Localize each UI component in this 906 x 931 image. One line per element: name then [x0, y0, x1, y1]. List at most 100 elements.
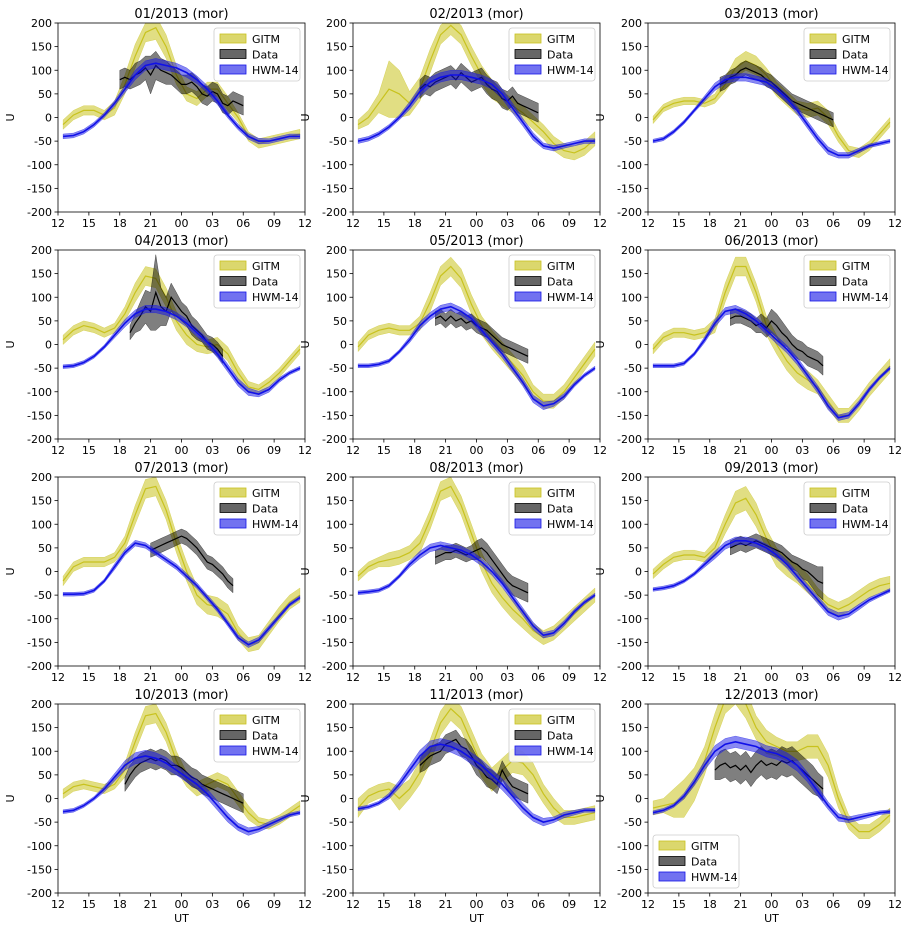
- subplot-title: 06/2013 (mor): [724, 234, 818, 249]
- y-tick-label: -50: [329, 362, 347, 375]
- x-tick-label: 09: [267, 217, 281, 230]
- x-tick-label: 18: [703, 671, 717, 684]
- y-tick-label: -200: [27, 887, 52, 900]
- legend-swatch: [514, 714, 542, 725]
- hwm14-line: [357, 743, 595, 823]
- legend-swatch: [809, 260, 837, 271]
- x-tick-label: 12: [346, 444, 360, 457]
- legend-label: GITM: [842, 487, 870, 500]
- legend-label: GITM: [252, 487, 280, 500]
- y-tick-label: 200: [31, 17, 52, 30]
- subplot-title: 08/2013 (mor): [429, 461, 523, 476]
- y-tick-label: 150: [621, 495, 642, 508]
- y-tick-label: -200: [322, 660, 347, 673]
- x-tick-label: 12: [888, 444, 902, 457]
- legend-label: HWM-14: [252, 518, 299, 531]
- legend-swatch: [809, 518, 837, 529]
- y-tick-label: -50: [34, 589, 52, 602]
- legend-swatch: [809, 487, 837, 498]
- data-line: [435, 547, 529, 594]
- y-tick-label: 100: [326, 518, 347, 531]
- legend-label: GITM: [252, 260, 280, 273]
- hwm14-line: [653, 308, 891, 419]
- hwm14-line: [62, 755, 301, 833]
- y-tick-label: -100: [27, 840, 52, 853]
- legend: GITM Data HWM-14: [508, 254, 596, 309]
- y-tick-label: 0: [340, 793, 347, 806]
- y-tick-label: -50: [624, 816, 642, 829]
- x-tick-label: 12: [51, 444, 65, 457]
- x-tick-label: 06: [531, 898, 545, 911]
- y-tick-label: -150: [322, 863, 347, 876]
- x-tick-label: 09: [562, 217, 576, 230]
- gitm-band: [652, 256, 891, 423]
- legend-label: HWM-14: [691, 871, 738, 884]
- legend-label: GITM: [547, 714, 575, 727]
- y-tick-label: 100: [326, 291, 347, 304]
- x-axis-label: UT: [174, 912, 189, 925]
- y-tick-label: 100: [31, 745, 52, 758]
- x-tick-label: 18: [113, 671, 127, 684]
- legend-label: Data: [547, 276, 573, 289]
- x-tick-label: 18: [408, 217, 422, 230]
- legend-swatch: [514, 64, 542, 75]
- y-tick-label: 50: [628, 88, 642, 101]
- hwm14-band: [357, 541, 596, 639]
- x-tick-label: 00: [470, 444, 484, 457]
- y-tick-label: -50: [34, 816, 52, 829]
- hwm14-band: [652, 73, 891, 159]
- legend-swatch: [514, 291, 542, 302]
- x-tick-label: 12: [641, 898, 655, 911]
- y-axis-label: U: [4, 794, 17, 802]
- gitm-line: [357, 707, 596, 819]
- hwm14-line: [63, 62, 300, 142]
- y-tick-label: 200: [326, 17, 347, 30]
- legend-label: GITM: [252, 714, 280, 727]
- y-tick-label: 200: [31, 698, 52, 711]
- legend-swatch: [219, 518, 247, 529]
- y-tick-label: -100: [322, 613, 347, 626]
- x-tick-label: 15: [82, 217, 96, 230]
- legend-label: HWM-14: [252, 64, 299, 77]
- x-tick-label: 12: [298, 671, 312, 684]
- y-tick-label: -50: [329, 589, 347, 602]
- y-axis-label: U: [299, 794, 312, 802]
- x-tick-label: 18: [703, 217, 717, 230]
- legend-label: HWM-14: [547, 518, 594, 531]
- x-tick-label: 18: [113, 444, 127, 457]
- y-axis-label: U: [594, 794, 607, 802]
- x-tick-label: 00: [470, 217, 484, 230]
- legend-label: Data: [252, 276, 278, 289]
- y-tick-label: -50: [34, 135, 52, 148]
- x-tick-label: 09: [857, 444, 871, 457]
- x-tick-label: 21: [734, 444, 748, 457]
- y-tick-label: 100: [326, 745, 347, 758]
- x-tick-label: 21: [439, 444, 453, 457]
- hwm14-line: [358, 544, 596, 637]
- y-tick-label: -200: [617, 660, 642, 673]
- y-tick-label: 200: [621, 244, 642, 257]
- x-tick-label: 12: [888, 671, 902, 684]
- hwm14-line: [652, 539, 891, 618]
- x-tick-label: 21: [144, 444, 158, 457]
- y-tick-label: 100: [621, 64, 642, 77]
- legend-label: GITM: [547, 260, 575, 273]
- x-tick-label: 00: [175, 671, 189, 684]
- plot-area: [652, 704, 891, 839]
- y-tick-label: 200: [621, 17, 642, 30]
- y-tick-label: -200: [322, 206, 347, 219]
- x-tick-label: 12: [641, 217, 655, 230]
- x-tick-label: 18: [408, 444, 422, 457]
- legend-swatch: [514, 49, 542, 59]
- gitm-band: [357, 256, 596, 409]
- legend-swatch: [809, 276, 837, 286]
- y-axis-label: U: [4, 113, 17, 121]
- legend-swatch: [514, 745, 542, 756]
- y-tick-label: -100: [27, 613, 52, 626]
- x-tick-label: 12: [888, 217, 902, 230]
- y-tick-label: -100: [27, 159, 52, 172]
- legend-swatch: [809, 49, 837, 59]
